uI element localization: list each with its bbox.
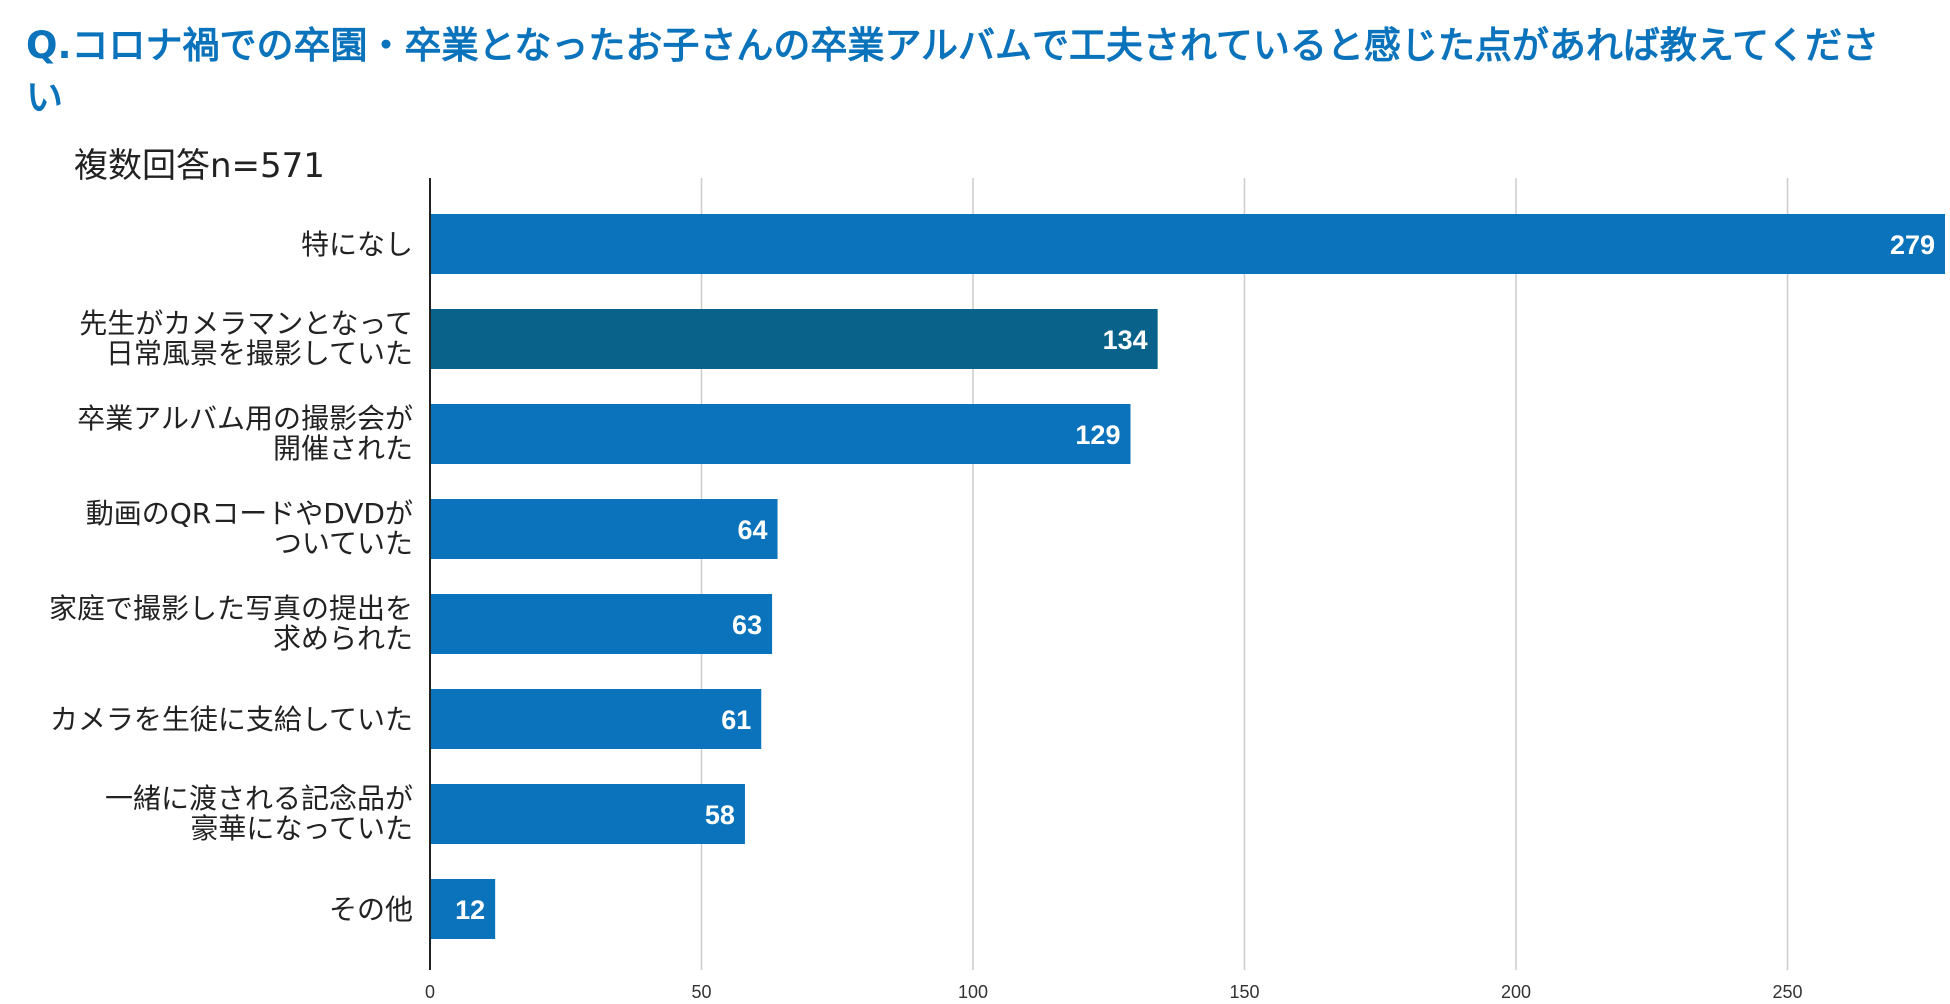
x-tick-label: 0 [425, 982, 435, 1002]
category-label: 求められた [273, 622, 413, 655]
category-label: 動画のQRコードやDVDが [86, 497, 413, 530]
x-tick-label: 50 [691, 982, 711, 1002]
category-label: カメラを生徒に支給していた [50, 703, 413, 736]
bar-value-label: 12 [455, 895, 485, 925]
bar-value-label: 58 [705, 800, 735, 830]
category-label: 日常風景を撮影していた [106, 337, 413, 370]
bar-value-label: 279 [1890, 230, 1935, 260]
bar [430, 404, 1131, 464]
x-tick-label: 100 [958, 982, 988, 1002]
bar-value-label: 61 [721, 705, 751, 735]
bar [430, 309, 1158, 369]
bar [430, 214, 1945, 274]
bar-value-label: 129 [1075, 420, 1120, 450]
category-label: その他 [329, 893, 413, 926]
x-tick-label: 150 [1229, 982, 1259, 1002]
bar [430, 499, 778, 559]
category-label: 卒業アルバム用の撮影会が [77, 402, 413, 435]
category-label: 豪華になっていた [190, 812, 413, 845]
x-tick-label: 250 [1773, 982, 1803, 1002]
chart-subtitle: 複数回答n=571 [74, 146, 325, 186]
category-label: ついていた [274, 527, 413, 560]
category-label: 開催された [273, 432, 413, 465]
category-label: 先生がカメラマンとなって [79, 307, 413, 340]
chart-title: Q.コロナ禍での卒園・卒業となったお子さんの卒業アルバムで工夫されていると感じた… [26, 24, 1879, 119]
bar [430, 784, 745, 844]
x-tick-label: 200 [1501, 982, 1531, 1002]
bar [430, 689, 762, 749]
category-label: 特になし [301, 228, 413, 261]
bar-value-label: 63 [732, 610, 762, 640]
bar-value-label: 134 [1103, 325, 1148, 355]
category-label: 家庭で撮影した写真の提出を [49, 592, 413, 625]
category-label: 一緒に渡される記念品が [105, 782, 413, 815]
bar [430, 879, 496, 939]
bar-value-label: 64 [737, 515, 767, 545]
bar [430, 594, 773, 654]
